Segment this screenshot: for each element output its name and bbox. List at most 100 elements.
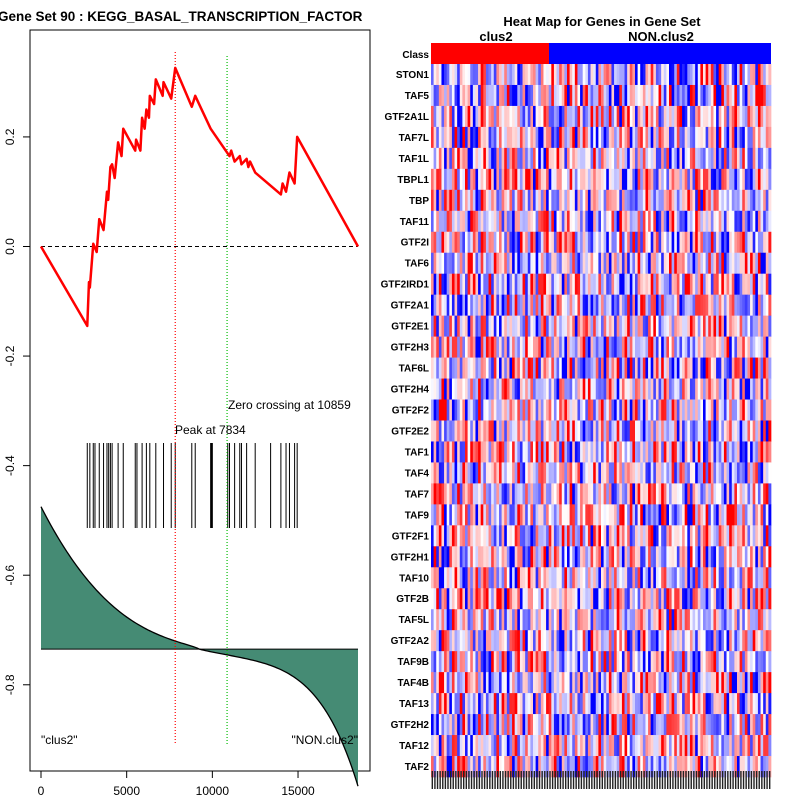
heat-cell [650,588,654,610]
heat-cell [703,315,706,337]
heat-cell [737,315,740,337]
heat-cell [567,420,570,442]
heat-cell [598,567,602,589]
heat-cell [608,651,612,673]
peak-label: Peak at 7834 [175,423,246,437]
heat-cell [514,252,518,275]
heat-cell [543,273,547,296]
heat-cell [721,210,725,233]
heat-cell [619,315,623,337]
heat-cell [718,231,722,254]
heat-cell [512,609,516,631]
heat-cell [676,126,680,149]
sample-tick [549,771,551,789]
heat-cell [705,84,709,107]
heat-cell [705,189,709,212]
heat-cell [687,357,691,379]
heat-cell [666,504,670,526]
heat-cell [580,525,584,547]
heat-cell [616,357,620,379]
heat-cell [747,441,751,463]
heat-cell [590,231,594,254]
heat-cell [470,714,474,736]
heat-cell [632,567,636,589]
heat-cell [598,168,602,191]
heat-cell [653,441,657,463]
heat-cell [603,483,607,505]
heat-cell [624,189,628,212]
heat-cell [757,168,761,191]
heat-cell [744,210,748,233]
heat-cell [624,294,628,316]
heat-cell [553,189,557,212]
heat-cell [669,336,672,358]
heat-cell [763,420,767,442]
heat-cell [640,147,644,170]
heat-cell [483,420,487,442]
heat-cell [449,126,453,149]
heat-cell [676,315,680,337]
heat-cell [737,420,740,442]
heat-cell [527,672,531,694]
heat-cell [441,64,445,86]
heat-cell [512,273,516,296]
heat-cell [752,126,756,149]
heat-cell [718,168,722,191]
heat-cell [449,462,453,484]
heat-cell [574,630,578,652]
heat-cell [629,189,633,212]
heat-cell [475,693,479,715]
heat-cell [509,357,513,379]
heat-cell [546,504,550,526]
gene-label: TAF1 [405,447,430,458]
heat-cell [590,567,594,589]
heat-cell [587,462,591,484]
heat-cell [527,231,531,254]
heat-cell [548,84,552,107]
heat-cell [587,147,591,170]
heat-cell [533,84,536,107]
heat-cell [590,609,594,631]
heat-cell [721,609,725,631]
heat-cell [608,336,612,358]
heat-cell [674,273,678,296]
heat-cell [765,462,769,484]
heat-cell [627,546,631,568]
heat-cell [645,630,649,652]
heat-cell [480,525,484,547]
heat-cell [553,399,557,421]
heat-cell [519,567,523,589]
heat-cell [444,231,448,254]
heat-cell [478,64,482,86]
heat-cell [700,105,704,128]
heat-cell [601,64,604,86]
heat-cell [648,105,652,128]
heat-cell [629,231,633,254]
heat-cell [504,609,508,631]
heat-cell [595,756,599,778]
heat-cell [467,651,471,673]
sample-tick [481,771,483,789]
heat-cell [517,609,521,631]
heat-cell [700,630,704,652]
heat-cell [433,64,437,86]
heat-cell [684,294,688,316]
heat-cell [559,105,563,128]
heat-cell [441,231,445,254]
heat-cell [697,105,701,128]
heat-cell [671,672,675,694]
heat-cell [454,252,458,275]
heat-cell [514,546,518,568]
heat-cell [533,315,536,337]
heat-cell [737,735,740,757]
heat-cell [710,735,714,757]
heat-cell [674,147,678,170]
heat-cell [721,105,725,128]
heat-cell [438,735,442,757]
heat-cell [703,672,706,694]
heat-cell [629,105,633,128]
heat-cell [433,483,437,505]
heat-cell [451,525,455,547]
heat-cell [438,273,442,296]
heat-cell [459,315,463,337]
